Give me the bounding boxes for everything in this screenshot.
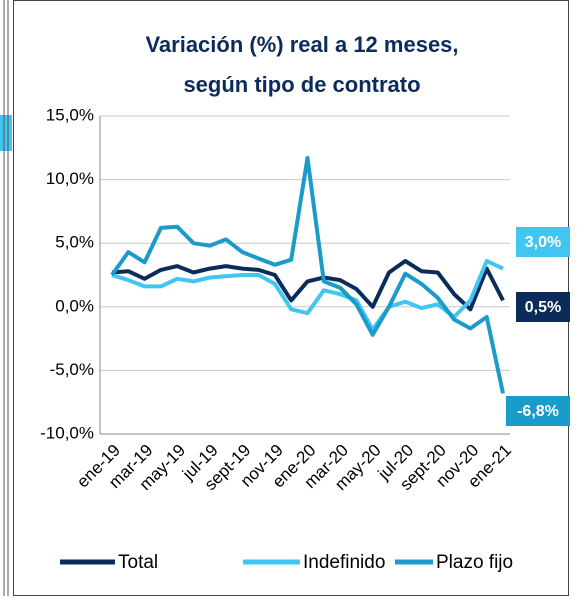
- value-label: 3,0%: [525, 234, 561, 251]
- y-tick-label: -5,0%: [50, 360, 94, 379]
- legend-label: Indefinido: [303, 552, 385, 573]
- series-line: [110, 156, 505, 394]
- value-label: 0,5%: [525, 299, 561, 316]
- series-line: [111, 259, 504, 332]
- legend-label: Total: [118, 552, 158, 573]
- y-tick-label: 15,0%: [46, 105, 94, 124]
- chart-title: según tipo de contrato: [183, 72, 420, 97]
- series-line: [111, 259, 505, 312]
- y-tick-label: 0,0%: [55, 296, 94, 315]
- y-tick-label: 10,0%: [46, 169, 94, 188]
- chart-title: Variación (%) real a 12 meses,: [145, 32, 458, 57]
- value-label-box: [506, 396, 570, 426]
- y-tick-label: 5,0%: [55, 233, 94, 252]
- value-label-box: [516, 227, 570, 257]
- y-tick-label: -10,0%: [40, 423, 94, 442]
- value-label-box: [516, 292, 570, 322]
- legend-label: Plazo fijo: [436, 552, 513, 573]
- edge-tab: [0, 115, 12, 151]
- value-label: -6,8%: [517, 403, 559, 420]
